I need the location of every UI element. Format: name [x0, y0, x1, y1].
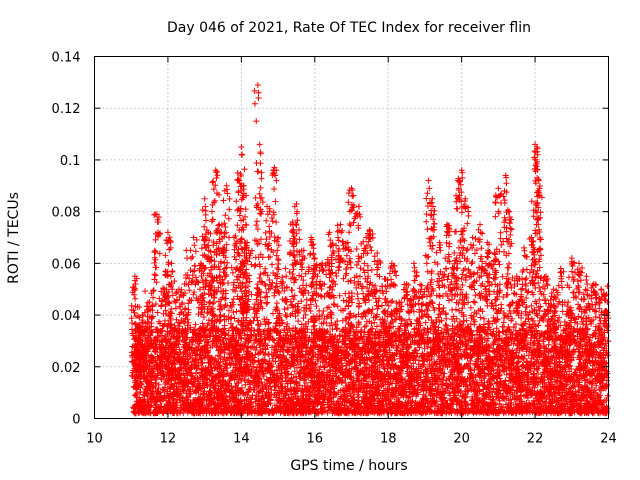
data-point — [498, 301, 505, 308]
data-point — [484, 278, 491, 285]
data-point — [210, 361, 217, 368]
data-point — [369, 306, 376, 313]
data-point — [424, 307, 431, 314]
data-point — [317, 363, 324, 370]
data-point — [148, 290, 155, 297]
data-point — [349, 299, 356, 306]
data-point — [443, 322, 450, 329]
data-point — [254, 317, 261, 324]
data-point — [281, 306, 288, 313]
data-point — [592, 314, 599, 321]
data-point — [604, 283, 611, 290]
data-point — [192, 321, 199, 328]
data-point — [393, 272, 400, 279]
data-point — [524, 379, 531, 386]
data-point — [535, 322, 542, 329]
data-point — [296, 285, 303, 292]
data-points — [128, 81, 612, 417]
data-point — [490, 385, 497, 392]
data-point — [303, 296, 310, 303]
data-point — [604, 392, 611, 399]
data-point — [564, 381, 571, 388]
data-point — [230, 296, 237, 303]
data-point — [333, 326, 340, 333]
data-point — [504, 270, 511, 277]
data-point — [417, 281, 424, 288]
data-point — [292, 379, 299, 386]
